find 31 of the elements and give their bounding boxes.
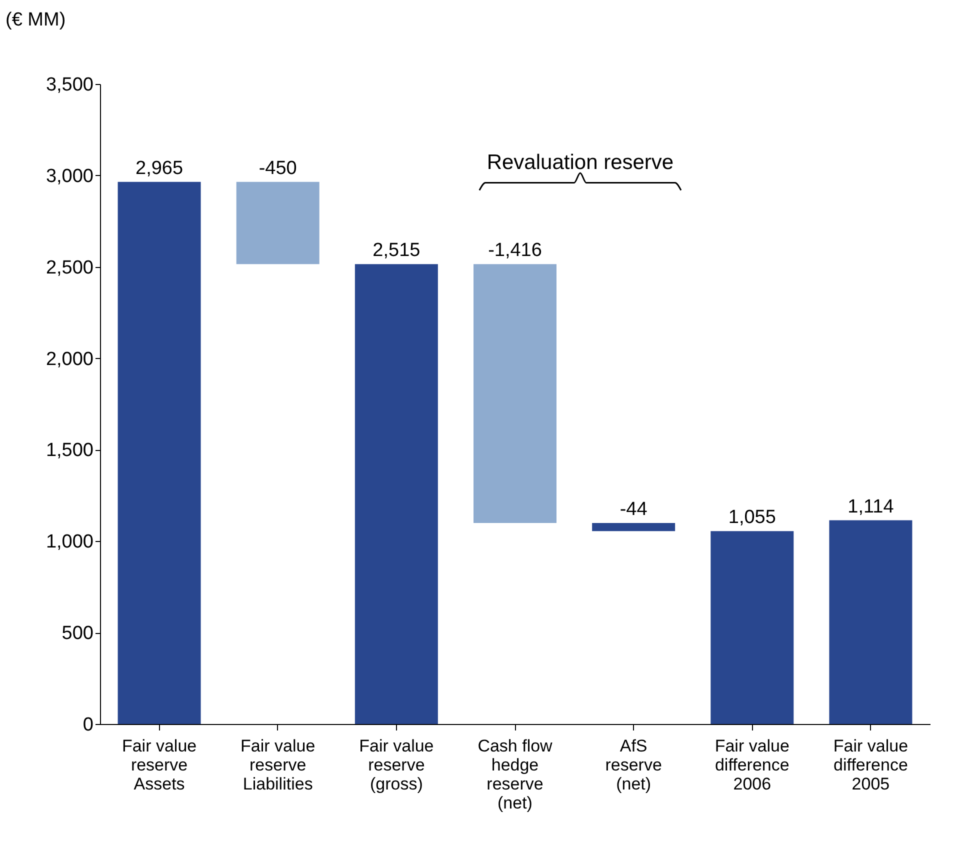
y-tick-label: 2,000 <box>46 348 94 370</box>
x-tick-label: Fair value reserve (gross) <box>359 736 434 794</box>
data-label: 2,965 <box>136 158 184 179</box>
x-tick-label: Cash flow hedge reserve (net) <box>478 736 554 812</box>
y-tick-label: 3,500 <box>46 74 94 96</box>
y-tick-label: 1,500 <box>46 440 94 462</box>
y-tick-label: 1,000 <box>46 532 94 553</box>
data-label: -1,416 <box>488 240 542 262</box>
data-label: -450 <box>258 158 297 179</box>
annotation: Revaluation reserve <box>486 151 674 174</box>
bar <box>236 182 320 264</box>
bar <box>710 531 794 724</box>
x-tick-label: AfS reserve (net) <box>605 736 662 794</box>
bar <box>474 264 556 524</box>
y-tick-label: 0 <box>82 714 94 736</box>
bar <box>118 182 201 724</box>
y-tick-label: 2,500 <box>46 257 94 278</box>
bar <box>592 523 676 532</box>
y-tick-label: 3,000 <box>46 166 94 187</box>
bar <box>829 520 912 724</box>
x-tick-label: Fair value reserve Liabilities <box>240 736 316 794</box>
bar <box>354 264 438 724</box>
data-label: 1,114 <box>848 496 894 518</box>
x-tick-label: Fair value difference 2006 <box>714 736 790 794</box>
data-label: 2,515 <box>372 240 420 262</box>
y-axis-title: (€ MM) <box>6 10 66 30</box>
data-label: 1,055 <box>728 507 776 528</box>
x-tick-label: Fair value reserve Assets <box>122 736 197 794</box>
x-tick-label: Fair value difference 2005 <box>833 736 908 794</box>
y-tick-label: 500 <box>62 623 94 644</box>
data-label: -44 <box>620 499 648 520</box>
